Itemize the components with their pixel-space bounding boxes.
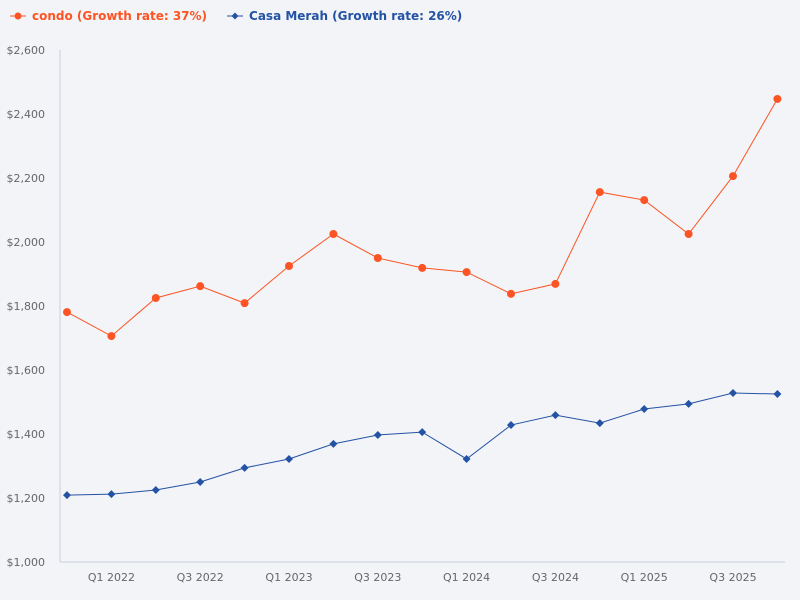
data-point xyxy=(240,463,249,472)
data-point xyxy=(107,490,116,499)
x-tick-label: Q3 2023 xyxy=(354,571,401,584)
data-point xyxy=(329,230,338,238)
data-point xyxy=(462,268,471,277)
y-tick-label: $1,200 xyxy=(7,492,46,505)
data-point xyxy=(551,411,560,420)
data-point xyxy=(373,254,382,262)
data-point xyxy=(684,399,693,408)
data-point xyxy=(773,94,782,103)
data-point xyxy=(640,196,649,205)
x-tick-label: Q1 2022 xyxy=(88,571,135,584)
data-point xyxy=(729,389,737,398)
data-point xyxy=(196,478,205,486)
data-point xyxy=(329,439,338,448)
legend-label: condo (Growth rate: 37%) xyxy=(32,9,208,23)
y-tick-label: $2,200 xyxy=(7,172,46,185)
data-point xyxy=(151,486,160,494)
data-point xyxy=(151,294,160,302)
data-point xyxy=(507,289,515,298)
x-tick-label: Q3 2024 xyxy=(532,571,579,584)
data-point xyxy=(63,491,71,500)
data-point xyxy=(196,282,205,291)
y-tick-label: $1,600 xyxy=(7,364,46,377)
x-tick-label: Q1 2025 xyxy=(621,571,668,584)
circle-marker-icon xyxy=(10,12,26,20)
series-line-0 xyxy=(66,98,778,337)
data-point xyxy=(418,428,427,437)
data-point xyxy=(729,172,737,181)
legend-label: Casa Merah (Growth rate: 26%) xyxy=(249,9,463,23)
data-point xyxy=(63,308,71,317)
data-point xyxy=(462,454,471,463)
legend-item-condo[interactable]: condo (Growth rate: 37%) xyxy=(10,9,207,23)
y-tick-label: $1,000 xyxy=(7,556,46,569)
data-point xyxy=(418,263,427,272)
y-tick-label: $2,000 xyxy=(7,236,46,249)
x-tick-label: Q1 2024 xyxy=(443,571,490,584)
y-tick-label: $1,800 xyxy=(7,300,46,313)
legend-item-casa-merah[interactable]: Casa Merah (Growth rate: 26%) xyxy=(227,9,462,23)
y-tick-label: $2,600 xyxy=(7,44,46,57)
legend: condo (Growth rate: 37%) Casa Merah (Gro… xyxy=(10,9,462,23)
data-point xyxy=(551,279,560,288)
data-point xyxy=(285,262,293,270)
data-point xyxy=(684,230,693,238)
data-point xyxy=(595,188,604,197)
series-line-1 xyxy=(66,392,778,496)
y-tick-label: $1,400 xyxy=(7,428,46,441)
data-point xyxy=(595,419,604,428)
data-point xyxy=(373,430,382,439)
data-point xyxy=(773,390,782,398)
x-tick-label: Q3 2025 xyxy=(709,571,756,584)
x-tick-label: Q1 2023 xyxy=(265,571,312,584)
data-point xyxy=(285,454,293,463)
y-tick-label: $2,400 xyxy=(7,108,46,121)
diamond-marker-icon xyxy=(227,12,244,20)
data-point xyxy=(507,421,515,430)
data-point xyxy=(640,405,649,414)
x-tick-label: Q3 2022 xyxy=(177,571,224,584)
data-point xyxy=(107,332,116,341)
data-point xyxy=(240,299,249,308)
